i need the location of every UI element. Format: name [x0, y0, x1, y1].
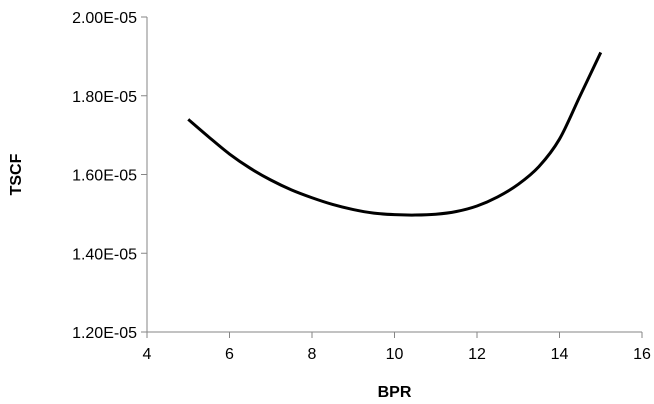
y-axis-title: TSCF	[8, 153, 25, 195]
x-tick-label: 10	[386, 346, 404, 363]
y-tick-label: 2.00E-05	[72, 10, 137, 27]
y-axis-ticks	[141, 16, 147, 333]
y-tick-label: 1.20E-05	[72, 325, 137, 342]
x-tick-label: 16	[633, 346, 651, 363]
series-line	[187, 51, 603, 217]
x-axis-ticks	[146, 332, 643, 338]
x-tick-label: 6	[225, 346, 234, 363]
y-tick-label: 1.60E-05	[72, 168, 137, 185]
y-tick-label: 1.40E-05	[72, 246, 137, 263]
x-axis-title: BPR	[378, 384, 412, 401]
x-axis-tick-labels: 4 6 8 10 12 14 16	[143, 346, 651, 363]
series-layer	[187, 51, 603, 217]
x-tick-label: 8	[308, 346, 317, 363]
y-axis-tick-labels: 1.20E-05 1.40E-05 1.60E-05 1.80E-05 2.00E-05	[72, 10, 137, 342]
x-tick-label: 14	[551, 346, 569, 363]
y-tick-label: 1.80E-05	[72, 89, 137, 106]
x-tick-label: 12	[468, 346, 486, 363]
x-tick-label: 4	[143, 346, 152, 363]
